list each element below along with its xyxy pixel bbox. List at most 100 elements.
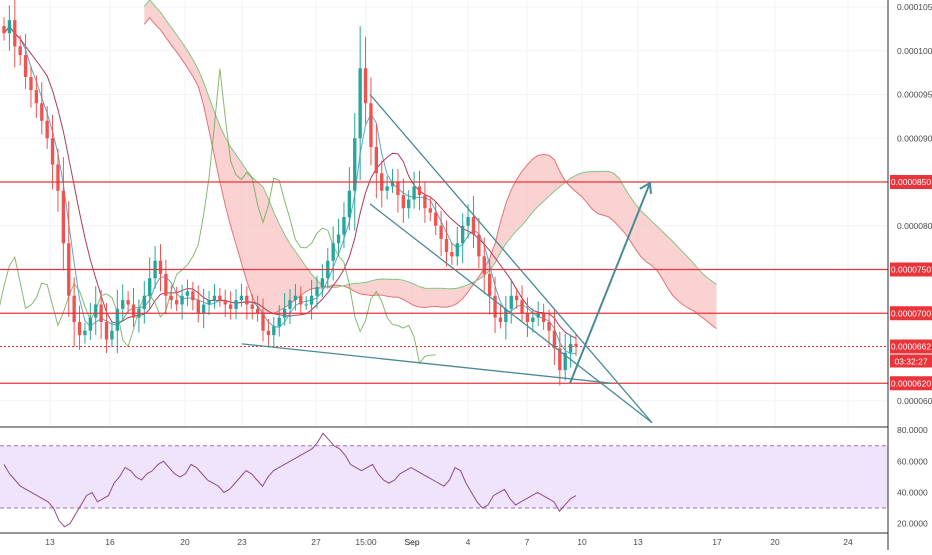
candle-body <box>369 103 373 147</box>
time-tick-label: 13 <box>633 537 643 547</box>
candle-body <box>40 103 44 121</box>
candle-body <box>428 208 432 213</box>
candle-body <box>191 291 195 301</box>
time-tick-label: 4 <box>466 537 471 547</box>
candle-body <box>266 330 271 336</box>
candle-body <box>525 313 530 322</box>
candle-body <box>412 186 416 200</box>
candle-body <box>23 55 28 77</box>
level-badge-label: 0.0000850 <box>891 177 931 187</box>
time-axis[interactable]: 13 16 20 23 27 15:00 Sep 4 7 10 13 17 20 24 <box>45 537 853 547</box>
candle-body <box>29 77 33 91</box>
candle-body <box>2 26 6 34</box>
rsi-tick-label: 60.0000 <box>897 456 928 466</box>
level-badge <box>890 262 932 277</box>
candle-body <box>228 304 233 309</box>
rsi-panel[interactable] <box>0 432 888 528</box>
candle-body <box>245 295 249 305</box>
candle-body <box>487 273 492 296</box>
candle-body <box>552 330 557 349</box>
time-tick-label: 23 <box>237 537 247 547</box>
candle-body <box>72 295 76 322</box>
candle-body <box>201 304 206 314</box>
candle-body <box>45 120 49 139</box>
price-bg <box>0 0 888 427</box>
current-price-label: 0.0000662 <box>891 342 931 352</box>
candle-body <box>434 212 438 226</box>
candle-body <box>164 273 168 296</box>
time-tick-label: 24 <box>843 537 853 547</box>
time-tick-label: 13 <box>45 537 55 547</box>
candle-body <box>320 278 325 287</box>
candle-body <box>255 308 260 314</box>
candle-body <box>466 217 470 226</box>
candle-body <box>358 68 362 139</box>
candles <box>2 0 578 386</box>
candle-body <box>185 291 190 296</box>
level-badge-label: 0.0000700 <box>891 308 931 318</box>
level-badge <box>890 376 932 391</box>
candle-body <box>514 295 519 301</box>
rsi-tick-label: 80.0000 <box>897 425 928 435</box>
time-tick-label: 27 <box>311 537 321 547</box>
rsi-axis[interactable]: 80.0000 60.0000 40.0000 20.0000 <box>897 425 928 529</box>
time-tick-label: 16 <box>105 537 115 547</box>
candle-body <box>563 352 567 371</box>
time-tick-label: 17 <box>712 537 722 547</box>
candle-body <box>121 300 125 309</box>
candle-body <box>423 195 427 209</box>
candle-body <box>504 308 508 322</box>
candle-body <box>407 199 411 209</box>
candle-body <box>450 252 454 257</box>
candle-body <box>374 147 379 174</box>
rsi-line <box>3 432 577 528</box>
level-badge <box>890 306 932 321</box>
candle-body <box>277 317 281 327</box>
projection-arrowhead <box>639 181 652 194</box>
candle-body <box>175 300 179 305</box>
candle-body <box>363 68 368 104</box>
candle-body <box>315 287 319 296</box>
countdown-badge <box>890 354 932 368</box>
candle-body <box>390 182 395 187</box>
candle-body <box>148 278 152 296</box>
candle-body <box>574 343 578 347</box>
time-tick-label: Sep <box>404 537 419 547</box>
time-tick-label: 20 <box>770 537 780 547</box>
candle-body <box>94 304 98 318</box>
candle-body <box>482 256 486 274</box>
candle-body <box>207 300 211 305</box>
candle-body <box>234 300 238 309</box>
candle-body <box>83 330 87 336</box>
rsi-tick-label: 20.0000 <box>897 519 928 529</box>
candle-body <box>536 313 540 318</box>
time-tick-label: 20 <box>180 537 190 547</box>
level-badge <box>890 175 932 189</box>
candle-body <box>558 348 562 371</box>
candle-body <box>131 304 136 318</box>
trendlines[interactable] <box>241 94 653 424</box>
candle-body <box>18 46 22 56</box>
candle-body <box>568 343 573 353</box>
candle-body <box>471 217 476 235</box>
candle-body <box>126 300 130 305</box>
trendline <box>369 203 653 424</box>
candle-body <box>218 295 222 301</box>
candle-body <box>385 186 389 191</box>
candle-body <box>493 295 497 318</box>
candle-body <box>158 260 163 274</box>
countdown-label: 03:32:27 <box>894 357 927 367</box>
current-price-badge <box>890 339 932 354</box>
candle-body <box>293 295 298 301</box>
candle-body <box>261 313 265 331</box>
level-badge-label: 0.0000750 <box>891 265 931 275</box>
candle-body <box>347 190 352 217</box>
price-panel[interactable] <box>0 0 888 427</box>
candle-body <box>142 295 146 309</box>
candle-body <box>396 182 400 196</box>
